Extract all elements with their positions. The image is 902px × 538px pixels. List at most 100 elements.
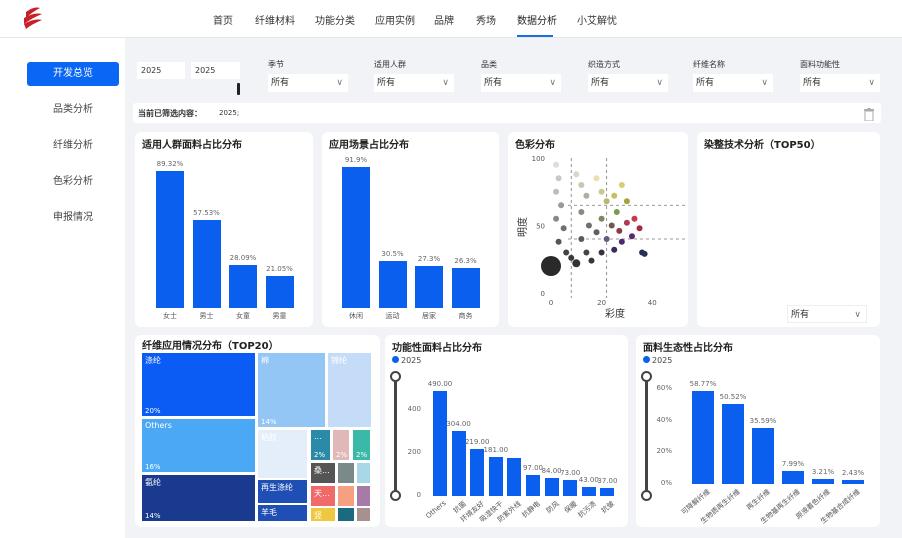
treemap-cell-name: 涤纶 xyxy=(145,356,161,365)
treemap-cell[interactable] xyxy=(337,485,355,507)
filter-label: 纤维名称 xyxy=(693,60,725,69)
category-label: 抗静电 xyxy=(520,499,542,520)
scatter-point xyxy=(598,249,605,256)
nav-item[interactable]: 品牌 xyxy=(434,16,454,27)
treemap-cell[interactable]: 涤纶 20% xyxy=(141,352,256,417)
filter-select[interactable]: 所有 ∨ xyxy=(481,74,561,92)
treemap-cell[interactable]: Others 16% xyxy=(141,418,256,473)
legend-marker xyxy=(643,356,650,363)
treemap-cell[interactable] xyxy=(356,462,371,484)
scatter-point xyxy=(555,238,562,245)
treemap-cell-name: 氨纶 xyxy=(145,478,161,487)
nav-item[interactable]: 数据分析 xyxy=(517,16,557,27)
current-filter-value: 2025; xyxy=(219,109,240,117)
treemap-cell[interactable]: 2% xyxy=(332,429,350,461)
data-label: 2.43% xyxy=(841,469,865,478)
brand-logo[interactable] xyxy=(18,4,48,34)
scatter-point xyxy=(598,188,605,195)
sidebar-item[interactable]: 色彩分析 xyxy=(53,176,93,187)
function-chart-panel: 功能性面料占比分布 490.00 Others 304.00 抗菌 219.00 环境友好 1… xyxy=(385,335,628,527)
treemap-cell-percent: 2% xyxy=(356,451,368,459)
sidebar-item[interactable]: 申报情况 xyxy=(53,212,93,223)
filter-select[interactable]: 所有 ∨ xyxy=(374,74,454,92)
sidebar-item[interactable]: 品类分析 xyxy=(53,104,93,115)
filter-select[interactable]: 所有 ∨ xyxy=(693,74,773,92)
data-label: 58.77% xyxy=(689,380,717,389)
bar xyxy=(507,458,522,496)
legend[interactable]: 2025 xyxy=(392,356,421,365)
scatter-point xyxy=(553,188,560,195)
bar xyxy=(563,480,578,496)
scatter-point xyxy=(553,215,560,222)
range-slider-track[interactable] xyxy=(645,377,648,497)
bar xyxy=(265,275,294,308)
bar xyxy=(156,171,184,308)
scatter-point xyxy=(636,225,643,232)
treemap-cell[interactable]: 棉 14% xyxy=(257,352,326,428)
treemap-cell[interactable] xyxy=(356,507,371,522)
data-label: 7.99% xyxy=(781,460,805,469)
sidebar-item[interactable]: 纤维分析 xyxy=(53,140,93,151)
range-slider-handle-top[interactable] xyxy=(390,371,401,382)
scatter-point xyxy=(616,227,623,234)
data-label: 43.00 xyxy=(578,475,599,484)
range-slider-handle-bottom[interactable] xyxy=(641,490,652,501)
nav-item[interactable]: 功能分类 xyxy=(315,16,355,27)
filter-label: 适用人群 xyxy=(374,60,406,69)
range-slider-handle-bottom[interactable] xyxy=(390,490,401,501)
dyeing-filter-select[interactable]: 所有 ∨ xyxy=(787,305,867,323)
audience-chart-panel: 适用人群面料占比分布 89.32% 女士 57.53% 男士 28.09% 女童 21.05%… xyxy=(135,132,313,327)
treemap-cell[interactable] xyxy=(337,462,355,484)
treemap-cell[interactable]: 羊毛 xyxy=(257,504,308,522)
chart-title: 纤维应用情况分布（TOP20） xyxy=(142,341,279,352)
scenario-chart-panel: 应用场景占比分布 91.9% 休闲 30.5% 运动 27.3% 居家 26.3% 商务 xyxy=(322,132,499,327)
nav-item[interactable]: 纤维材料 xyxy=(255,16,295,27)
year-from-input[interactable]: 2025 xyxy=(137,62,185,79)
range-slider-handle-top[interactable] xyxy=(641,371,652,382)
filter-select[interactable]: 所有 ∨ xyxy=(268,74,348,92)
treemap-cell[interactable] xyxy=(356,485,371,507)
data-label: 30.5% xyxy=(381,250,404,259)
nav-item[interactable]: 首页 xyxy=(213,16,233,27)
treemap-cell[interactable]: 氨纶 14% xyxy=(141,474,256,522)
treemap-cell[interactable]: ... 2% xyxy=(310,429,331,461)
legend[interactable]: 2025 xyxy=(643,356,672,365)
nav-item[interactable]: 秀场 xyxy=(476,16,496,27)
treemap-cell[interactable]: 再生涤纶 xyxy=(257,479,308,504)
data-label: 57.53% xyxy=(193,208,220,217)
range-slider-track[interactable] xyxy=(394,377,397,497)
nav-item[interactable]: 应用实例 xyxy=(375,16,415,27)
scatter-point xyxy=(593,229,600,236)
trash-icon[interactable] xyxy=(864,106,874,122)
data-label: 50.52% xyxy=(719,393,747,402)
treemap-cell-name: ... xyxy=(314,432,322,441)
year-to-input[interactable]: 2025 xyxy=(191,62,240,79)
treemap-cell[interactable]: 竖 xyxy=(310,507,336,522)
year-slider-handle[interactable] xyxy=(237,83,240,95)
scatter-point xyxy=(560,225,567,232)
filter-label: 季节 xyxy=(268,60,284,69)
scatter-point xyxy=(558,202,565,209)
data-label: 84.00 xyxy=(541,466,562,475)
treemap-cell[interactable]: 2% xyxy=(352,429,371,461)
data-label: 3.21% xyxy=(811,467,835,476)
treemap-cell[interactable]: 桑... xyxy=(310,462,336,484)
filter-select[interactable]: 所有 ∨ xyxy=(588,74,668,92)
sidebar-item[interactable]: 开发总览 xyxy=(27,62,119,86)
scatter-point xyxy=(572,259,581,268)
treemap-cell[interactable] xyxy=(337,507,355,522)
data-label: 21.05% xyxy=(266,264,293,273)
filter-select[interactable]: 所有 ∨ xyxy=(800,74,880,92)
treemap-cell[interactable]: 粘胶 xyxy=(257,429,308,479)
treemap-cell[interactable]: 锦纶 xyxy=(327,352,372,428)
nav-item[interactable]: 小艾解忧 xyxy=(577,16,617,27)
legend-label: 2025 xyxy=(652,356,673,365)
category-label: 商务 xyxy=(458,312,473,320)
select-value: 所有 xyxy=(271,78,290,88)
chart-title: 面料生态性占比分布 xyxy=(643,343,733,354)
dyeing-tech-panel: 染整技术分析（TOP50） 所有 ∨ xyxy=(697,132,880,327)
treemap-cell-name: Others xyxy=(145,421,172,430)
chart-title: 功能性面料占比分布 xyxy=(392,343,482,354)
treemap-cell[interactable]: 天... xyxy=(310,485,336,507)
chart-title: 适用人群面料占比分布 xyxy=(142,140,242,151)
